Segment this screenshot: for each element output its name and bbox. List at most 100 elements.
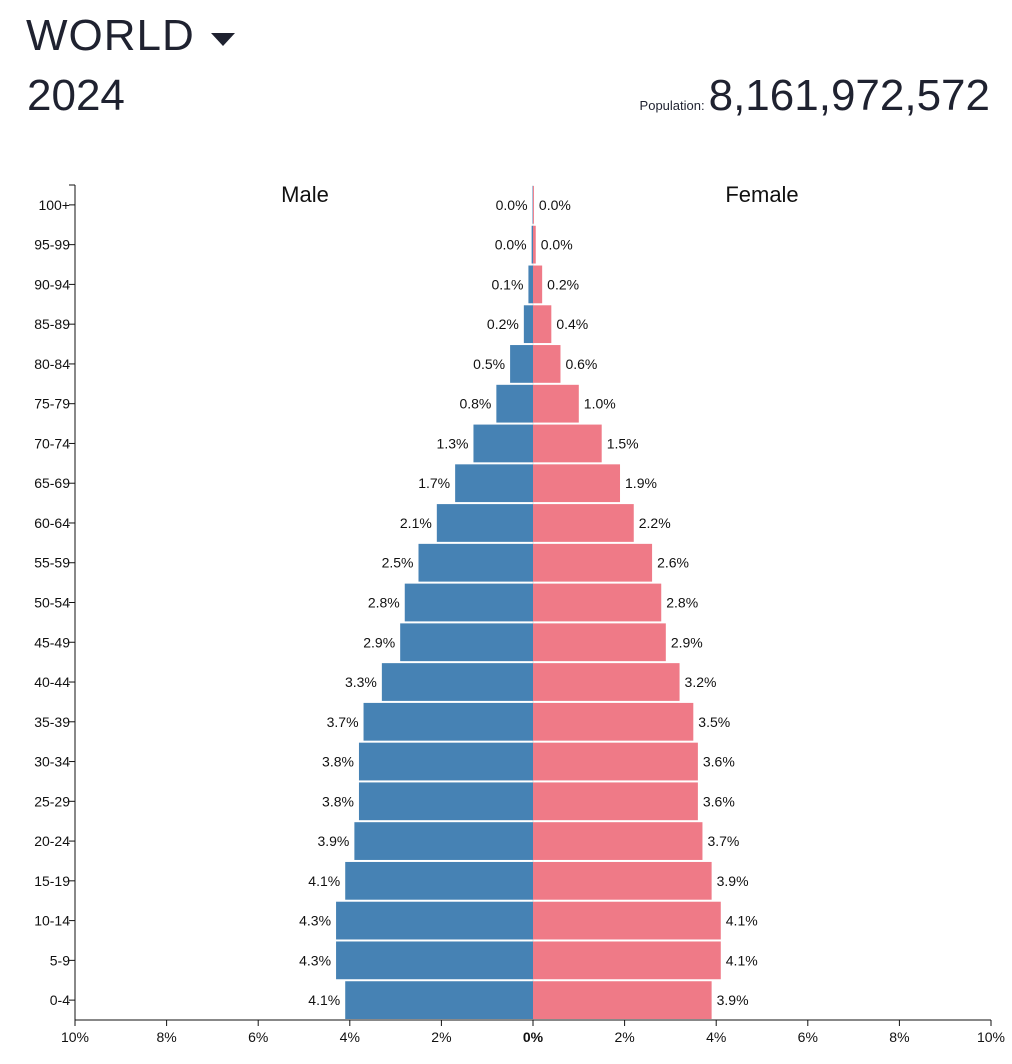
x-tick-label: 8% bbox=[889, 1029, 909, 1045]
female-bar bbox=[533, 981, 712, 1019]
male-value-label: 1.3% bbox=[437, 435, 469, 451]
x-tick-label: 8% bbox=[156, 1029, 176, 1045]
female-value-label: 1.0% bbox=[584, 396, 616, 412]
male-bar bbox=[358, 742, 533, 781]
age-group-label: 25-29 bbox=[34, 793, 70, 809]
age-group-label: 10-14 bbox=[34, 913, 70, 929]
male-value-label: 4.3% bbox=[299, 913, 331, 929]
male-bar bbox=[418, 543, 533, 582]
male-bar bbox=[436, 504, 533, 542]
female-bar bbox=[533, 305, 552, 344]
male-value-label: 0.0% bbox=[496, 197, 528, 213]
female-value-label: 1.9% bbox=[625, 475, 657, 491]
male-bar bbox=[496, 384, 533, 423]
male-value-label: 0.0% bbox=[495, 237, 527, 253]
age-group-label: 0-4 bbox=[50, 992, 70, 1008]
male-bar bbox=[455, 464, 533, 503]
female-bar bbox=[533, 186, 534, 224]
male-bar bbox=[404, 583, 533, 622]
male-bar bbox=[528, 265, 533, 304]
x-tick-label: 2% bbox=[431, 1029, 451, 1045]
age-group-label: 20-24 bbox=[34, 833, 70, 849]
female-value-label: 3.2% bbox=[685, 674, 717, 690]
male-value-label: 0.8% bbox=[459, 396, 491, 412]
caret-down-icon[interactable] bbox=[210, 32, 235, 46]
female-value-label: 2.6% bbox=[657, 555, 689, 571]
population-label: Population: bbox=[639, 98, 705, 113]
male-bar bbox=[400, 623, 533, 662]
male-series-label: Male bbox=[281, 182, 329, 207]
age-group-label: 80-84 bbox=[34, 356, 70, 372]
male-bar bbox=[354, 822, 533, 860]
male-value-label: 2.5% bbox=[382, 555, 414, 571]
female-value-label: 2.2% bbox=[639, 515, 671, 531]
age-group-label: 15-19 bbox=[34, 873, 70, 889]
age-group-label: 30-34 bbox=[34, 754, 70, 770]
male-value-label: 0.5% bbox=[473, 356, 505, 372]
male-bar bbox=[336, 941, 533, 980]
female-value-label: 0.0% bbox=[539, 197, 571, 213]
male-value-label: 0.2% bbox=[487, 316, 519, 332]
female-bar bbox=[533, 663, 680, 701]
female-bar bbox=[533, 345, 561, 383]
male-value-label: 3.7% bbox=[327, 714, 359, 730]
x-tick-label: 0% bbox=[523, 1029, 544, 1045]
age-group-label: 35-39 bbox=[34, 714, 70, 730]
female-value-label: 3.6% bbox=[703, 793, 735, 809]
female-bar bbox=[533, 225, 536, 264]
female-value-label: 3.6% bbox=[703, 754, 735, 770]
age-group-label: 45-49 bbox=[34, 634, 70, 650]
male-bar bbox=[345, 981, 533, 1019]
x-tick-label: 6% bbox=[798, 1029, 818, 1045]
female-bar bbox=[533, 822, 703, 860]
male-bar bbox=[363, 702, 533, 741]
female-value-label: 3.7% bbox=[707, 833, 739, 849]
age-group-label: 75-79 bbox=[34, 396, 70, 412]
male-value-label: 3.9% bbox=[317, 833, 349, 849]
male-value-label: 0.1% bbox=[491, 276, 523, 292]
male-bar bbox=[345, 861, 533, 900]
female-bar bbox=[533, 464, 621, 503]
female-value-label: 0.0% bbox=[541, 237, 573, 253]
female-value-label: 3.9% bbox=[717, 992, 749, 1008]
female-bar bbox=[533, 424, 602, 463]
female-value-label: 0.4% bbox=[556, 316, 588, 332]
female-bar bbox=[533, 702, 694, 741]
age-group-label: 60-64 bbox=[34, 515, 70, 531]
x-tick-label: 4% bbox=[340, 1029, 360, 1045]
year-label: 2024 bbox=[27, 71, 125, 120]
female-bar bbox=[533, 504, 634, 542]
age-group-label: 5-9 bbox=[50, 952, 70, 968]
female-bar bbox=[533, 583, 662, 622]
x-tick-label: 2% bbox=[614, 1029, 634, 1045]
age-group-label: 55-59 bbox=[34, 555, 70, 571]
female-value-label: 4.1% bbox=[726, 952, 758, 968]
female-value-label: 1.5% bbox=[607, 435, 639, 451]
female-value-label: 3.5% bbox=[698, 714, 730, 730]
population-display: Population: 8,161,972,572 bbox=[640, 68, 990, 124]
x-tick-label: 10% bbox=[977, 1029, 1005, 1045]
female-value-label: 4.1% bbox=[726, 913, 758, 929]
female-bar bbox=[533, 861, 712, 900]
female-bar bbox=[533, 901, 721, 940]
male-value-label: 4.1% bbox=[308, 992, 340, 1008]
male-value-label: 4.1% bbox=[308, 873, 340, 889]
region-selector[interactable]: WORLD bbox=[26, 8, 235, 64]
female-series-label: Female bbox=[725, 182, 798, 207]
female-value-label: 2.9% bbox=[671, 634, 703, 650]
x-tick-label: 6% bbox=[248, 1029, 268, 1045]
female-value-label: 3.9% bbox=[717, 873, 749, 889]
age-group-label: 50-54 bbox=[34, 595, 70, 611]
male-bar bbox=[531, 225, 533, 264]
female-bar bbox=[533, 543, 653, 582]
male-value-label: 3.3% bbox=[345, 674, 377, 690]
female-bar bbox=[533, 623, 666, 662]
male-value-label: 2.8% bbox=[368, 595, 400, 611]
age-group-label: 65-69 bbox=[34, 475, 70, 491]
male-bar bbox=[510, 345, 533, 383]
male-value-label: 3.8% bbox=[322, 754, 354, 770]
x-tick-label: 4% bbox=[706, 1029, 726, 1045]
female-bar bbox=[533, 941, 721, 980]
male-value-label: 2.9% bbox=[363, 634, 395, 650]
